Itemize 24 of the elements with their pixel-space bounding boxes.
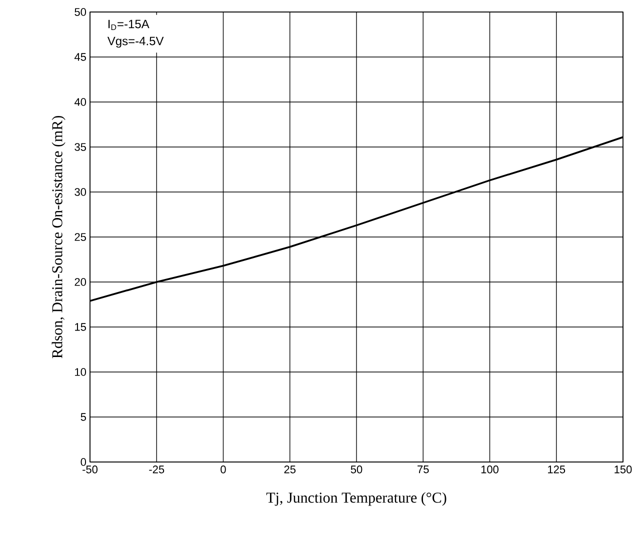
y-tick-label: 40 (74, 98, 86, 106)
x-tick-label: 0 (220, 466, 226, 474)
annotation: Vgs=-4.5V (107, 36, 164, 48)
x-tick-label: 150 (614, 466, 632, 474)
y-tick-label: 15 (75, 323, 86, 331)
x-tick-label: 125 (548, 466, 566, 474)
y-axis-title: Rdson, Drain-Source On-esistance (mR) (52, 116, 66, 358)
x-tick-label: -25 (149, 466, 164, 474)
y-tick-label: 50 (74, 8, 86, 16)
x-tick-label: 75 (418, 466, 429, 474)
x-tick-label: 50 (350, 466, 362, 474)
x-tick-label: 25 (284, 466, 296, 474)
x-tick-label: -50 (82, 466, 98, 474)
y-tick-label: 25 (74, 233, 86, 241)
y-tick-label: 30 (74, 188, 86, 196)
y-tick-label: 35 (74, 143, 86, 151)
y-tick-label: 10 (75, 368, 86, 376)
y-tick-label: 20 (74, 278, 86, 286)
x-tick-label: 100 (481, 466, 498, 474)
x-axis-title: Tj, Junction Temperature (°C) (266, 492, 446, 506)
annotation: I$_{D}$=-15A (108, 20, 150, 30)
y-tick-label: 45 (74, 53, 86, 61)
y-tick-label: 0 (80, 458, 86, 466)
y-tick-label: 5 (80, 413, 86, 421)
